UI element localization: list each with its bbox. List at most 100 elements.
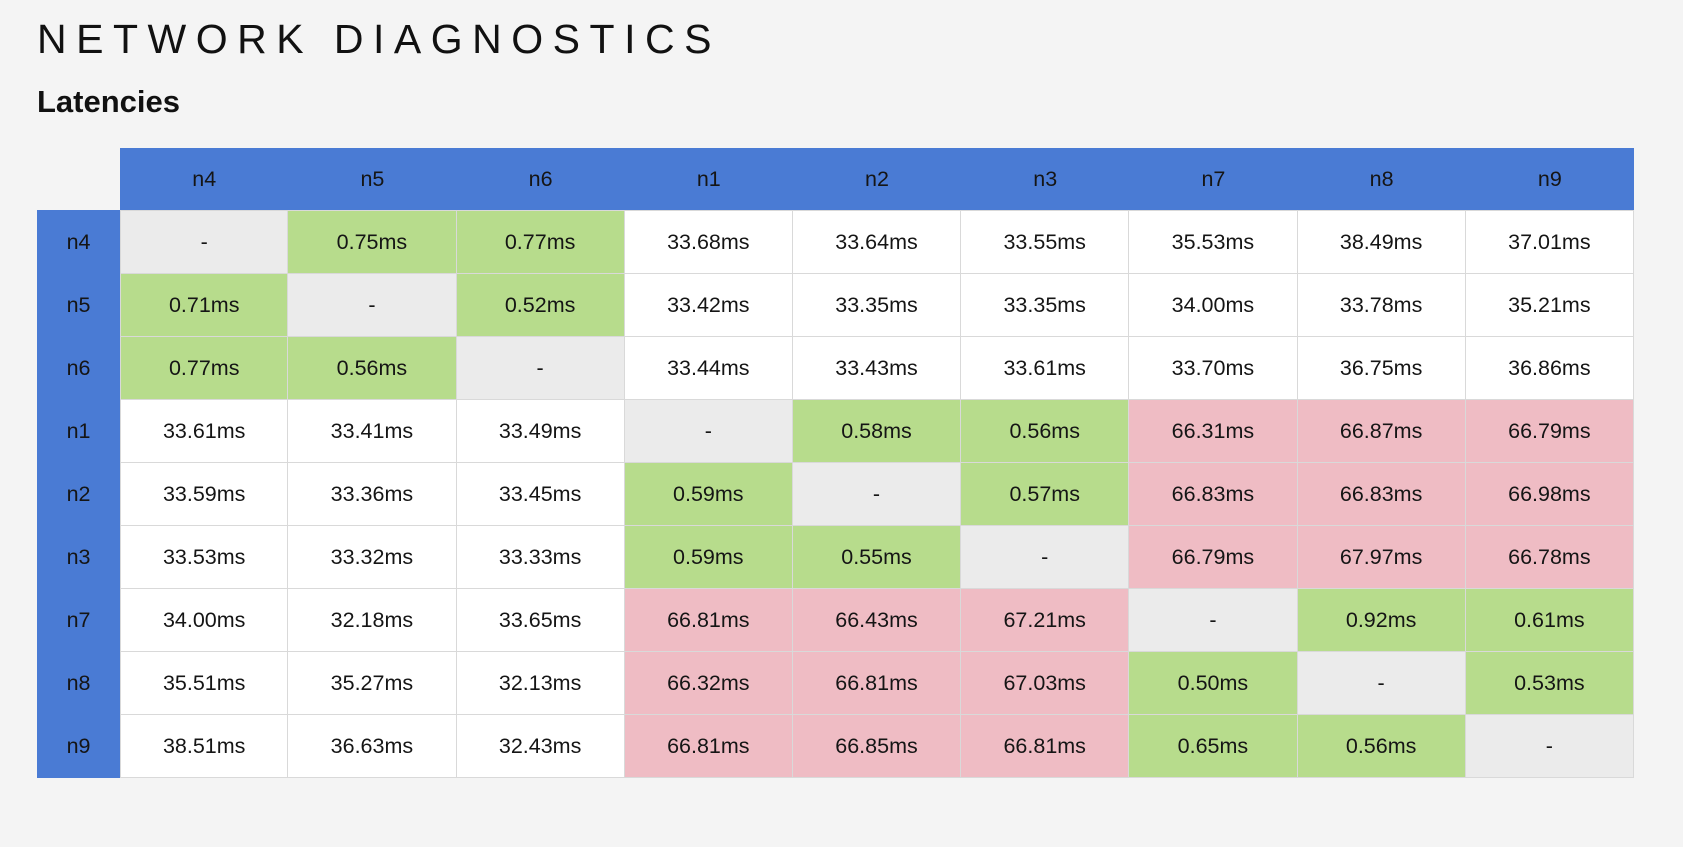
matrix-column-header-n3[interactable]: n3 <box>961 148 1130 210</box>
latency-cell-n1-n1: - <box>624 400 793 463</box>
latency-value: 66.81ms <box>667 733 750 758</box>
latency-cell-n7-n8: 0.92ms <box>1297 589 1466 652</box>
latency-value: 33.55ms <box>1003 229 1086 254</box>
latency-cell-n9-n2: 66.85ms <box>792 715 962 778</box>
latency-value: 0.75ms <box>336 229 408 254</box>
latency-value: 34.00ms <box>162 607 246 632</box>
matrix-row-header-n4[interactable]: n4 <box>37 210 121 274</box>
latency-value: 0.55ms <box>841 544 912 569</box>
latency-value: 66.31ms <box>1171 418 1255 443</box>
latency-cell-n9-n1: 66.81ms <box>624 715 793 778</box>
matrix-row-header-n3[interactable]: n3 <box>37 526 121 589</box>
latency-value: 0.77ms <box>504 229 576 254</box>
latency-value: 66.87ms <box>1339 418 1423 443</box>
latency-value: 66.43ms <box>835 607 918 632</box>
latency-cell-n6-n9: 36.86ms <box>1465 337 1634 400</box>
matrix-column-header-n9[interactable]: n9 <box>1465 148 1634 210</box>
latency-cell-n8-n5: 35.27ms <box>288 652 457 715</box>
matrix-column-header-n5[interactable]: n5 <box>288 148 457 210</box>
latency-value: 66.83ms <box>1339 481 1423 506</box>
latency-cell-n6-n6: - <box>456 337 625 400</box>
matrix-column-header-n6[interactable]: n6 <box>456 148 625 210</box>
matrix-row: n9 38.51ms 36.63ms 32.43ms 66.81ms 66.85ms 66.… <box>37 715 1634 778</box>
latency-value: 35.53ms <box>1171 229 1255 254</box>
latency-cell-n3-n4: 33.53ms <box>120 526 289 589</box>
latency-cell-n1-n4: 33.61ms <box>120 400 289 463</box>
matrix-row: n5 0.71ms - 0.52ms 33.42ms 33.35ms 33.35ms 34.0… <box>37 274 1634 337</box>
latency-cell-n3-n5: 33.32ms <box>288 526 457 589</box>
latency-value: 67.21ms <box>1003 607 1086 632</box>
matrix-column-header-n2[interactable]: n2 <box>792 148 962 210</box>
latency-value: 33.32ms <box>330 544 414 569</box>
latency-cell-n3-n1: 0.59ms <box>624 526 793 589</box>
latency-cell-n1-n6: 33.49ms <box>456 400 625 463</box>
latency-value: 33.59ms <box>162 481 246 506</box>
latency-cell-n5-n4: 0.71ms <box>120 274 289 337</box>
matrix-row-header-n6[interactable]: n6 <box>37 337 121 400</box>
matrix-column-header-n8[interactable]: n8 <box>1297 148 1466 210</box>
latency-cell-n4-n9: 37.01ms <box>1465 210 1634 274</box>
latency-value: 33.49ms <box>498 418 582 443</box>
latency-value: 0.58ms <box>841 418 912 443</box>
latency-value: - <box>704 418 712 443</box>
matrix-row-header-n1[interactable]: n1 <box>37 400 121 463</box>
latency-cell-n8-n7: 0.50ms <box>1129 652 1298 715</box>
latency-value: 67.03ms <box>1003 670 1086 695</box>
matrix-row: n4 - 0.75ms 0.77ms 33.68ms 33.64ms 33.55ms 35.5… <box>37 210 1634 274</box>
latency-value: 66.81ms <box>667 607 750 632</box>
latency-cell-n2-n1: 0.59ms <box>624 463 793 526</box>
latency-cell-n6-n1: 33.44ms <box>624 337 793 400</box>
latency-value: 0.56ms <box>1345 733 1417 758</box>
latency-value: - <box>1209 607 1217 632</box>
latency-value: 0.52ms <box>504 292 576 317</box>
latency-value: 66.85ms <box>835 733 918 758</box>
latency-value: 66.81ms <box>1003 733 1086 758</box>
matrix-row-header-n9[interactable]: n9 <box>37 715 121 778</box>
matrix-row: n2 33.59ms 33.36ms 33.45ms 0.59ms - 0.57ms 66.8… <box>37 463 1634 526</box>
latency-cell-n7-n6: 33.65ms <box>456 589 625 652</box>
page-title: NETWORK DIAGNOSTICS <box>37 16 721 62</box>
matrix-row: n1 33.61ms 33.41ms 33.49ms - 0.58ms 0.56ms 66.3… <box>37 400 1634 463</box>
matrix-row-header-n5[interactable]: n5 <box>37 274 121 337</box>
latency-value: - <box>1545 733 1553 758</box>
latency-cell-n7-n3: 67.21ms <box>961 589 1130 652</box>
latency-cell-n2-n9: 66.98ms <box>1465 463 1634 526</box>
matrix-row: n8 35.51ms 35.27ms 32.13ms 66.32ms 66.81ms 67.… <box>37 652 1634 715</box>
matrix-column-header-n7[interactable]: n7 <box>1129 148 1298 210</box>
matrix-row-header-n8[interactable]: n8 <box>37 652 121 715</box>
latency-value: 0.56ms <box>336 355 408 380</box>
latency-value: 33.64ms <box>835 229 918 254</box>
latency-value: 66.78ms <box>1508 544 1591 569</box>
latency-cell-n2-n8: 66.83ms <box>1297 463 1466 526</box>
latency-cell-n4-n3: 33.55ms <box>961 210 1130 274</box>
latency-value: 38.49ms <box>1339 229 1423 254</box>
latency-cell-n8-n9: 0.53ms <box>1465 652 1634 715</box>
latency-cell-n2-n2: - <box>792 463 962 526</box>
latency-cell-n4-n4: - <box>120 210 289 274</box>
latency-value: - <box>200 229 208 254</box>
matrix-row: n6 0.77ms 0.56ms - 33.44ms 33.43ms 33.61ms 33.7… <box>37 337 1634 400</box>
matrix-header: n4 n5 n6 n1 n2 n3 n7 n8 n9 <box>37 148 1634 210</box>
latency-value: 33.41ms <box>330 418 414 443</box>
matrix-column-header-n1[interactable]: n1 <box>624 148 793 210</box>
latency-value: 32.43ms <box>498 733 582 758</box>
latency-cell-n9-n3: 66.81ms <box>961 715 1130 778</box>
latency-cell-n3-n8: 67.97ms <box>1297 526 1466 589</box>
latency-cell-n8-n1: 66.32ms <box>624 652 793 715</box>
latency-cell-n9-n6: 32.43ms <box>456 715 625 778</box>
latency-cell-n3-n6: 33.33ms <box>456 526 625 589</box>
latency-value: - <box>1041 544 1049 569</box>
matrix-row-header-n2[interactable]: n2 <box>37 463 121 526</box>
latency-value: 66.79ms <box>1171 544 1255 569</box>
latency-value: - <box>536 355 544 380</box>
latency-value: 33.42ms <box>667 292 750 317</box>
latency-value: 36.86ms <box>1508 355 1591 380</box>
latency-cell-n5-n3: 33.35ms <box>961 274 1130 337</box>
matrix-column-header-n4[interactable]: n4 <box>120 148 289 210</box>
latency-value: 36.63ms <box>330 733 414 758</box>
matrix-row-header-n7[interactable]: n7 <box>37 589 121 652</box>
latency-cell-n7-n4: 34.00ms <box>120 589 289 652</box>
latency-value: 35.21ms <box>1508 292 1591 317</box>
latency-matrix-container: n4 n5 n6 n1 n2 n3 n7 n8 n9 n4-0.75ms 0.77ms 33.68m… <box>37 148 1637 778</box>
